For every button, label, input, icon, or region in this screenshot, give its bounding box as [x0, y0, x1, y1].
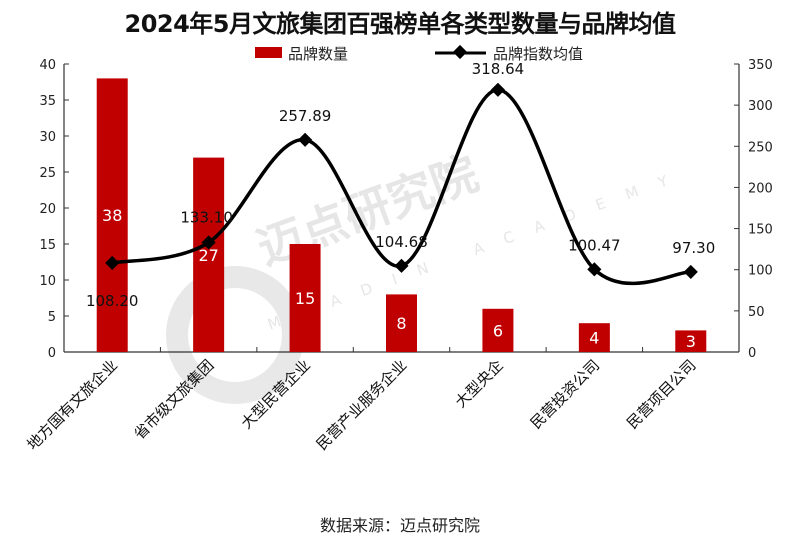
left-axis-tick: 0	[48, 346, 56, 361]
chart-title: 2024年5月文旅集团百强榜单各类型数量与品牌均值	[124, 10, 677, 38]
bar-value-label: 4	[589, 329, 599, 348]
right-axis-tick: 50	[748, 305, 765, 320]
diamond-marker-icon	[394, 258, 409, 273]
line-value-label: 100.47	[568, 236, 621, 254]
left-axis-tick: 5	[48, 310, 56, 325]
legend-line-label: 品牌指数均值	[493, 45, 584, 63]
bar	[96, 78, 128, 353]
x-category-label: 民营项目公司	[623, 356, 699, 432]
diamond-marker-icon	[490, 82, 505, 97]
right-axis-tick: 100	[748, 264, 773, 279]
line-value-label: 133.10	[180, 208, 233, 226]
legend: 品牌数量 品牌指数均值	[0, 44, 800, 64]
right-axis-tick: 200	[748, 181, 773, 196]
right-axis-tick: 250	[748, 140, 773, 155]
bar-value-label: 8	[396, 314, 406, 333]
line-value-label: 108.20	[86, 292, 139, 310]
left-axis-tick: 10	[39, 274, 56, 289]
bar	[578, 323, 610, 352]
bar-value-label: 6	[493, 321, 503, 340]
x-category-label: 省市级文旅集团	[130, 356, 217, 443]
x-category-label: 地方国有文旅企业	[23, 356, 121, 454]
x-category-label: 大型央企	[452, 356, 507, 411]
data-source: 数据来源：迈点研究院	[319, 516, 480, 535]
right-axis-tick: 350	[748, 58, 773, 73]
right-axis-tick: 0	[748, 346, 756, 361]
diamond-marker-icon	[683, 264, 698, 280]
left-axis-tick: 15	[39, 238, 56, 253]
legend-line-marker-icon	[435, 44, 486, 60]
x-category-label: 民营投资公司	[527, 356, 603, 432]
line-value-label: 318.64	[472, 60, 525, 78]
bar	[289, 244, 321, 352]
bar	[386, 294, 417, 352]
bar-value-label: 38	[102, 206, 122, 225]
x-category-label: 民营产业服务企业	[313, 356, 411, 454]
legend-bar-swatch	[255, 47, 282, 58]
diamond-marker-icon	[105, 255, 120, 271]
bar-value-label: 3	[686, 332, 696, 351]
legend-bar-label: 品牌数量	[288, 45, 349, 63]
line-series	[111, 88, 691, 286]
bar-value-label: 15	[295, 289, 315, 308]
bar	[675, 330, 707, 352]
left-axis-tick: 25	[39, 166, 56, 181]
diamond-marker-icon	[587, 262, 602, 277]
left-axis-tick: 35	[39, 94, 56, 109]
bar	[193, 157, 225, 352]
left-axis-tick: 20	[39, 202, 56, 217]
bar	[482, 308, 514, 352]
bar-value-label: 27	[198, 246, 218, 265]
diamond-marker-icon	[201, 235, 216, 250]
line-value-label: 104.68	[375, 233, 428, 251]
right-axis-tick: 150	[748, 223, 773, 238]
right-axis-tick: 300	[748, 99, 773, 114]
left-axis-tick: 40	[39, 58, 56, 73]
line-value-label: 257.89	[279, 107, 332, 125]
diamond-marker-icon	[298, 132, 313, 147]
left-axis-tick: 30	[39, 130, 56, 145]
line-value-label: 97.30	[672, 239, 715, 257]
